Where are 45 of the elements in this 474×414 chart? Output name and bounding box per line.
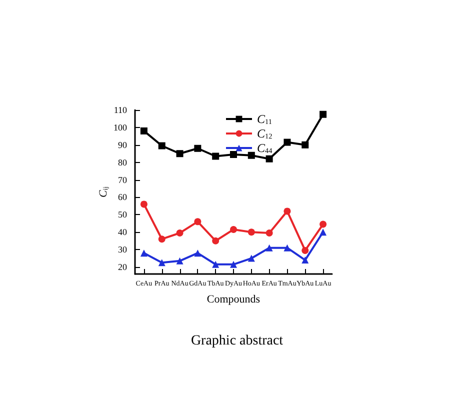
text: Graphic abstract [190, 334, 284, 348]
point [194, 250, 202, 257]
point [158, 142, 166, 150]
point [176, 257, 184, 264]
point [212, 152, 220, 160]
point [248, 228, 255, 236]
point [248, 152, 255, 159]
point [140, 127, 148, 134]
point [266, 230, 273, 236]
y-tick-label: 90 [118, 140, 128, 150]
y-tick-label: 60 [118, 192, 128, 202]
point [320, 110, 327, 118]
y-tick-label: 40 [118, 227, 128, 238]
point [176, 230, 184, 236]
point [302, 256, 309, 264]
point [194, 218, 202, 226]
point [266, 155, 273, 162]
point [194, 144, 202, 152]
point [320, 228, 327, 236]
point [230, 260, 237, 268]
point [230, 150, 237, 158]
point [284, 208, 291, 215]
point [284, 138, 291, 146]
point [248, 254, 255, 262]
y-tick-label: 20 [118, 262, 128, 272]
point [140, 250, 148, 257]
point [212, 237, 220, 244]
y-tick-label: 100 [114, 122, 128, 132]
point [302, 141, 309, 148]
x-axis-title: Compounds [206, 294, 260, 306]
point [302, 246, 309, 254]
y-tick-label: 110 [114, 105, 128, 115]
y-tick-label: 50 [118, 210, 128, 220]
point [266, 244, 273, 252]
point [176, 150, 184, 158]
point [158, 259, 166, 266]
point [158, 236, 166, 243]
point [320, 220, 327, 228]
point [230, 226, 237, 234]
point [140, 200, 148, 208]
point [284, 244, 291, 252]
y-tick-label: 70 [118, 174, 128, 185]
y-tick-label: 30 [118, 244, 128, 255]
point [212, 260, 220, 268]
y-tick-label: 80 [118, 157, 128, 168]
